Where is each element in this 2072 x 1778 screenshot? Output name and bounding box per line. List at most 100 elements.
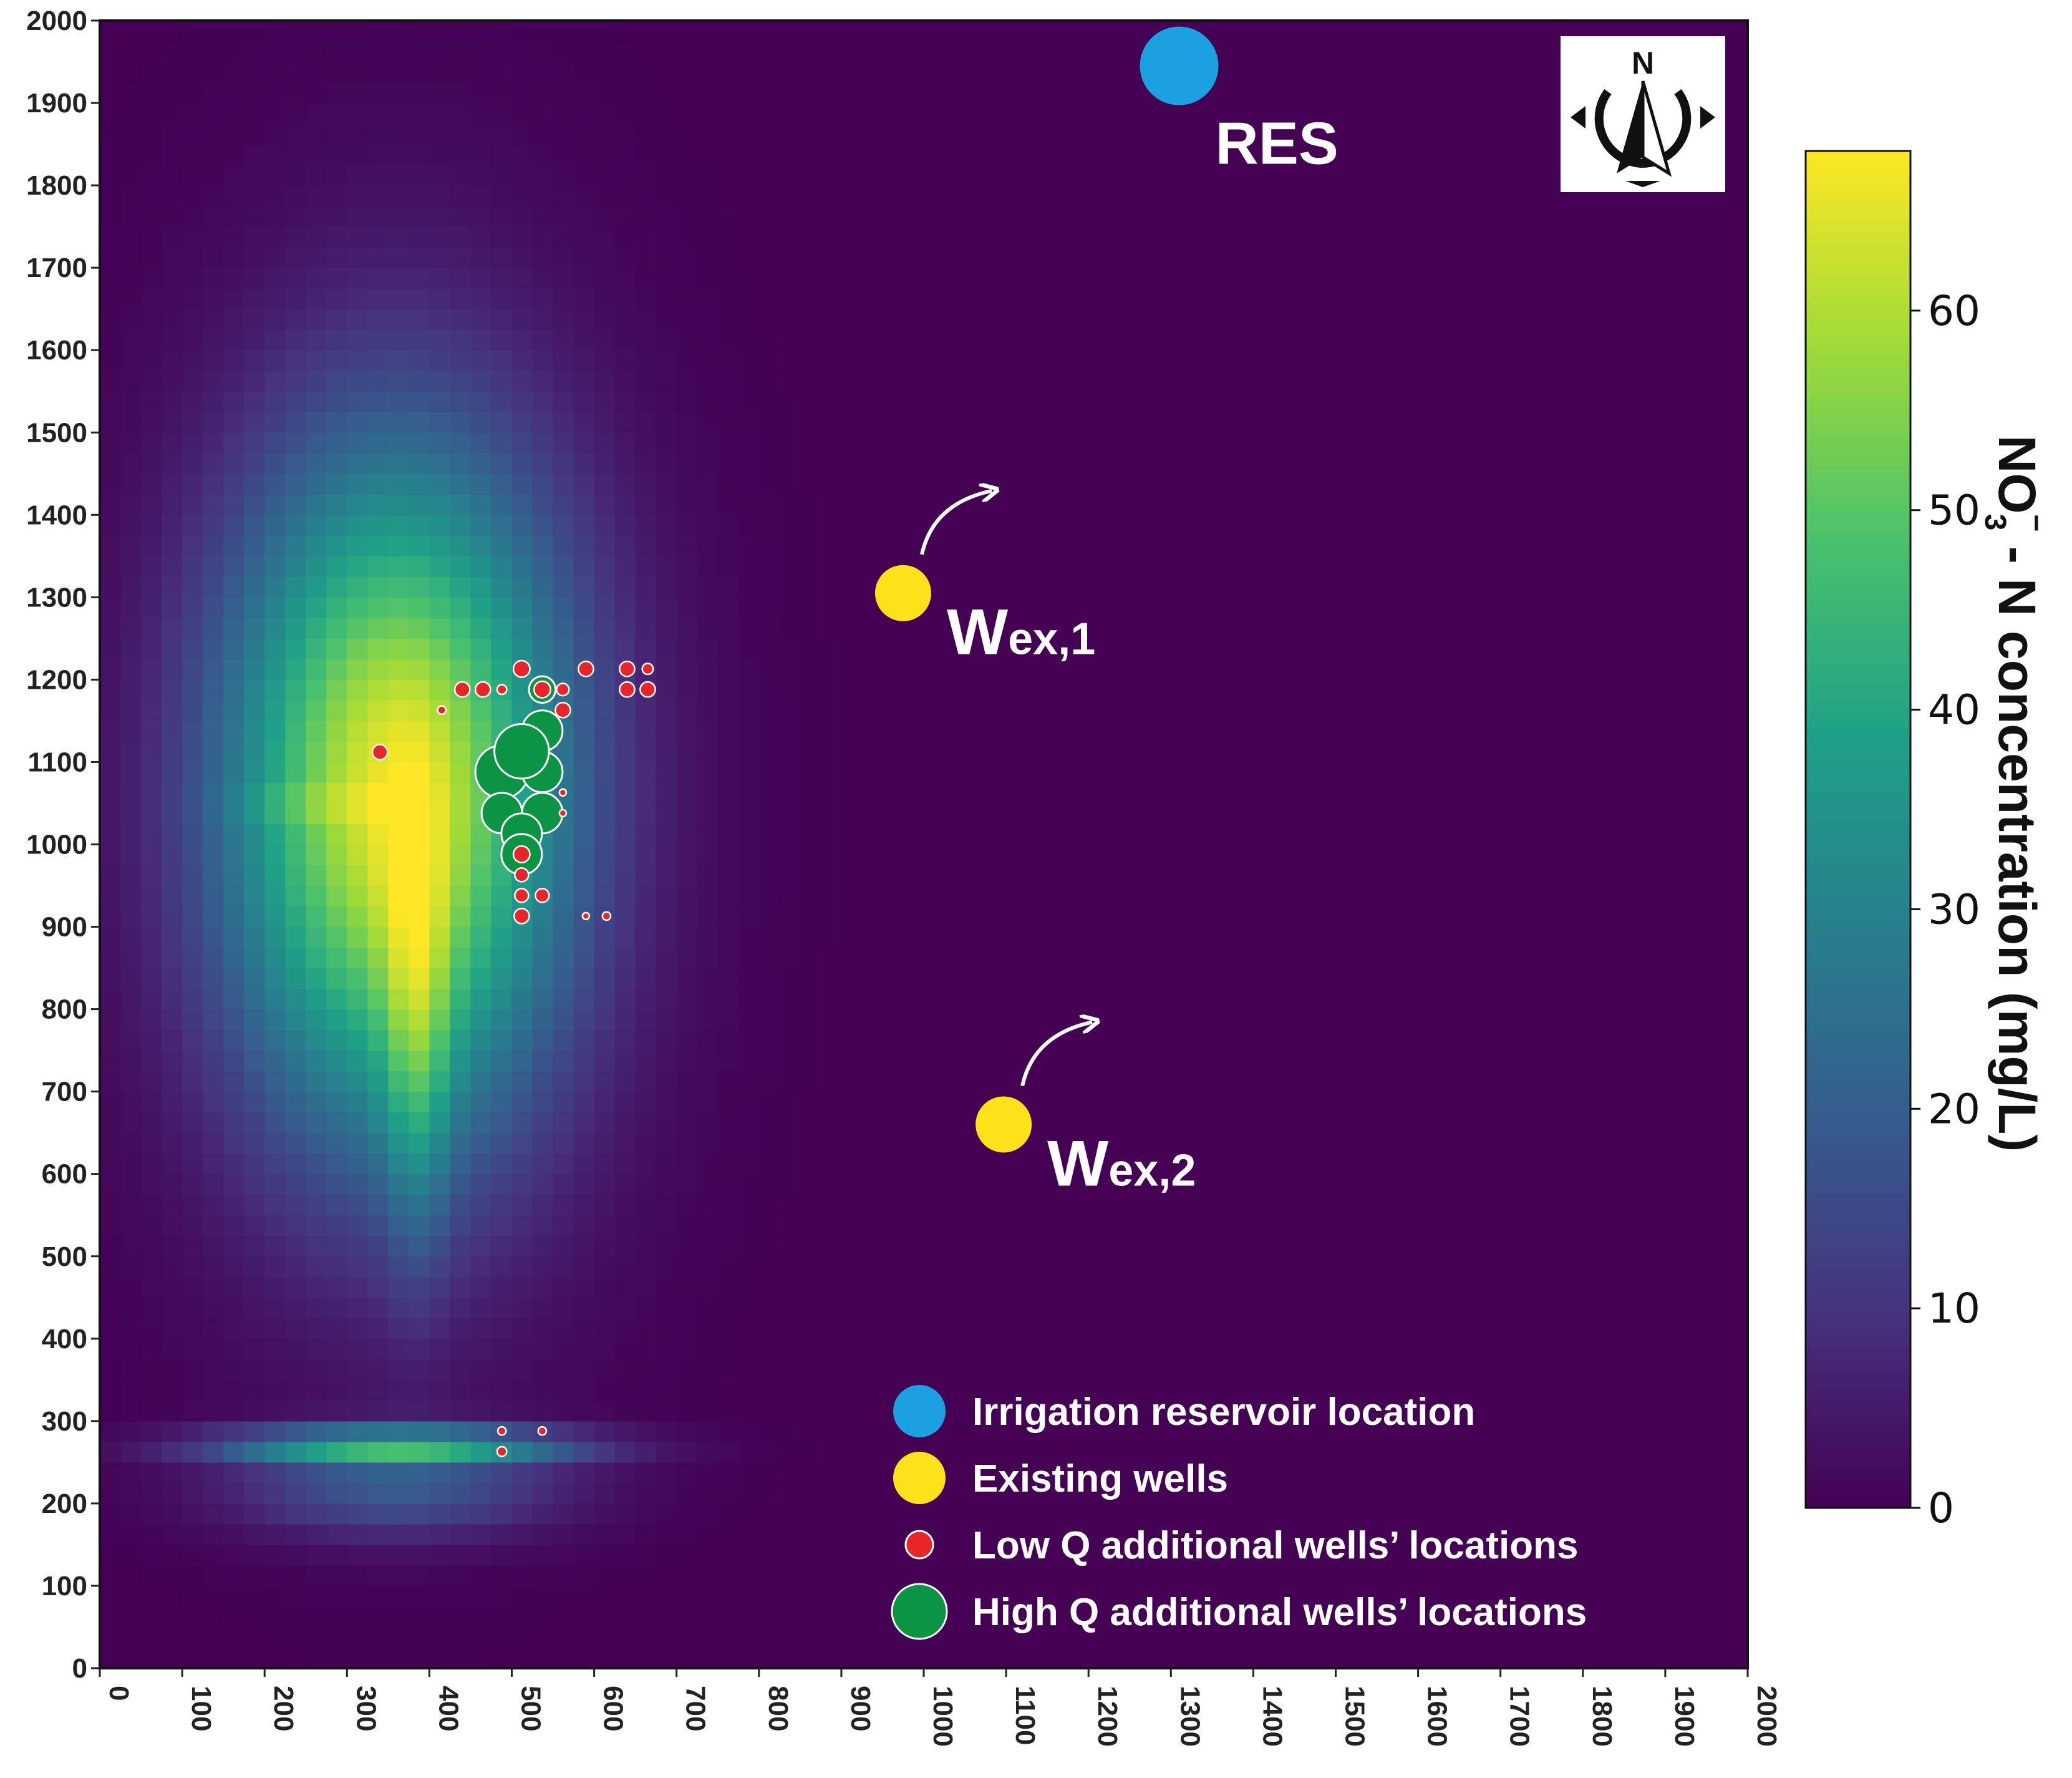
heatmap-cell — [985, 1544, 1007, 1566]
heatmap-cell — [120, 350, 142, 371]
heatmap-cell — [1294, 1338, 1316, 1360]
heatmap-cell — [1335, 968, 1357, 989]
heatmap-cell — [203, 1256, 224, 1278]
heatmap-cell — [388, 206, 409, 227]
heatmap-cell — [203, 679, 224, 701]
heatmap-cell — [903, 741, 924, 763]
heatmap-cell — [1253, 638, 1275, 659]
heatmap-cell — [738, 1523, 760, 1545]
heatmap-cell — [861, 926, 883, 948]
heatmap-cell — [1253, 474, 1275, 495]
heatmap-cell — [1088, 103, 1110, 124]
heatmap-cell — [470, 926, 492, 948]
heatmap-cell — [491, 659, 513, 680]
heatmap-cell — [717, 288, 739, 309]
heatmap-cell — [162, 618, 183, 639]
heatmap-cell — [924, 1029, 945, 1051]
heatmap-cell — [388, 62, 409, 83]
heatmap-cell — [1130, 1565, 1151, 1586]
heatmap-cell — [697, 700, 719, 722]
heatmap-cell — [532, 576, 554, 598]
heatmap-cell — [594, 1194, 616, 1216]
heatmap-cell — [820, 206, 842, 227]
heatmap-cell — [511, 206, 533, 227]
heatmap-cell — [1294, 618, 1316, 639]
heatmap-cell — [553, 1441, 574, 1463]
heatmap-cell — [326, 597, 347, 618]
heatmap-cell — [347, 721, 368, 742]
heatmap-cell — [1253, 1606, 1275, 1628]
heatmap-cell — [429, 638, 451, 659]
heatmap-cell — [841, 309, 863, 330]
heatmap-cell — [1335, 906, 1357, 928]
heatmap-cell — [450, 721, 472, 742]
heatmap-cell — [1335, 103, 1357, 124]
heatmap-cell — [594, 865, 616, 887]
heatmap-cell — [244, 226, 265, 248]
heatmap-cell — [800, 906, 821, 928]
heatmap-cell — [635, 453, 657, 474]
heatmap-cell — [532, 1153, 554, 1175]
heatmap-cell — [1212, 638, 1233, 659]
heatmap-cell — [861, 556, 883, 577]
heatmap-cell — [162, 1297, 183, 1319]
heatmap-cell — [388, 1256, 409, 1278]
heatmap-cell — [264, 1359, 286, 1381]
heatmap-cell — [429, 988, 451, 1010]
heatmap-cell — [306, 741, 327, 763]
heatmap-cell — [1191, 1029, 1213, 1051]
heatmap-cell — [656, 597, 677, 618]
heatmap-cell — [1027, 1256, 1048, 1278]
heatmap-cell — [1006, 1482, 1027, 1504]
heatmap-cell — [758, 1091, 780, 1113]
heatmap-cell — [1212, 803, 1233, 825]
heatmap-cell — [367, 1009, 389, 1031]
heatmap-cell — [429, 679, 451, 701]
heatmap-cell — [614, 329, 636, 351]
heatmap-cell — [1068, 700, 1089, 722]
heatmap-cell — [532, 1503, 554, 1525]
heatmap-cell — [697, 82, 719, 104]
heatmap-cell — [656, 968, 677, 989]
heatmap-cell — [1294, 906, 1316, 928]
heatmap-cell — [1171, 1297, 1192, 1319]
heatmap-cell — [100, 638, 121, 659]
heatmap-cell — [223, 988, 244, 1010]
heatmap-cell — [1253, 906, 1275, 928]
heatmap-cell — [676, 432, 698, 454]
heatmap-cell — [244, 412, 265, 433]
heatmap-cell — [182, 1421, 203, 1442]
heatmap-cell — [264, 515, 286, 536]
heatmap-cell — [100, 1585, 121, 1607]
heatmap-cell — [1212, 1235, 1233, 1257]
heatmap-cell — [1006, 1359, 1027, 1381]
heatmap-cell — [491, 700, 513, 722]
heatmap-cell — [1088, 453, 1110, 474]
heatmap-cell — [1212, 1338, 1233, 1360]
heatmap-cell — [409, 124, 430, 145]
heatmap-cell — [635, 41, 657, 62]
heatmap-cell — [470, 206, 492, 227]
heatmap-cell — [573, 1585, 595, 1607]
heatmap-cell — [182, 474, 203, 495]
heatmap-cell — [162, 1379, 183, 1401]
heatmap-cell — [264, 494, 286, 515]
heatmap-cell — [656, 1585, 677, 1607]
heatmap-cell — [1171, 1235, 1192, 1257]
heatmap-cell — [1212, 474, 1233, 495]
heatmap-cell — [285, 206, 306, 227]
heatmap-cell — [1088, 309, 1110, 330]
heatmap-cell — [285, 762, 306, 784]
heatmap-cell — [264, 1544, 286, 1566]
heatmap-cell — [409, 1071, 430, 1092]
heatmap-cell — [1068, 1379, 1089, 1401]
heatmap-cell — [985, 1256, 1007, 1278]
heatmap-cell — [1068, 659, 1089, 680]
heatmap-cell — [1109, 823, 1130, 845]
heatmap-cell — [635, 1112, 657, 1134]
heatmap-cell — [244, 185, 265, 206]
heatmap-cell — [800, 1400, 821, 1422]
heatmap-cell — [1232, 494, 1254, 515]
heatmap-cell — [326, 1565, 347, 1586]
heatmap-cell — [965, 597, 986, 618]
